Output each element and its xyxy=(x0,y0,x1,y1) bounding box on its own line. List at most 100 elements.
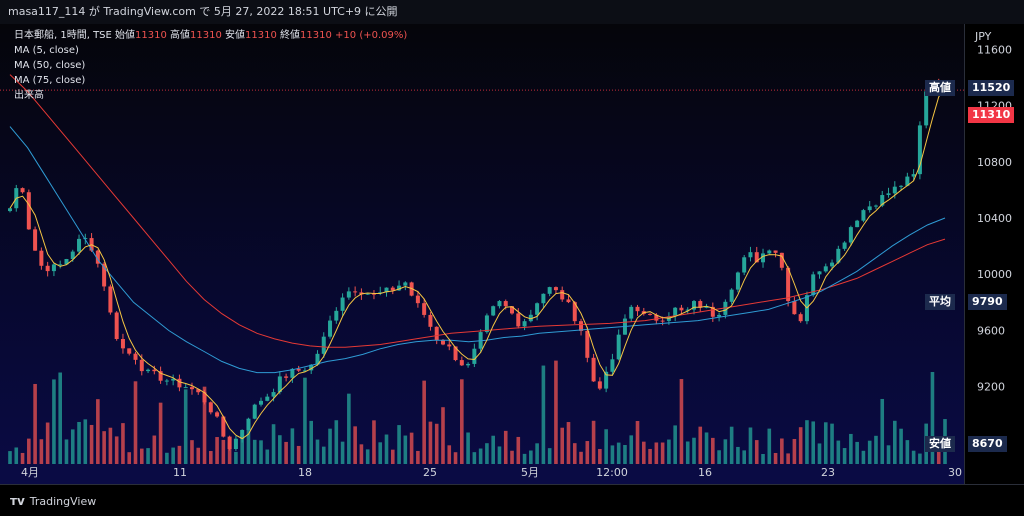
volume-bar xyxy=(234,451,238,464)
volume-bar xyxy=(648,448,652,464)
candle-body xyxy=(189,387,194,390)
candle-body xyxy=(867,206,872,211)
legend-close-label: 終値 xyxy=(280,30,301,41)
volume-bar xyxy=(572,443,577,464)
volume-bar xyxy=(365,449,370,464)
candle-body xyxy=(729,289,734,302)
legend-symbol: 日本郵船, 1時間, TSE 始値 xyxy=(14,30,136,41)
volume-bar xyxy=(535,443,539,464)
legend-close: 11310 xyxy=(300,30,332,41)
volume-bar xyxy=(416,450,420,464)
volume-bar xyxy=(45,422,50,464)
volume-bar xyxy=(478,448,483,464)
ma5-line xyxy=(9,87,946,440)
candle-body xyxy=(365,293,370,295)
volume-bar xyxy=(717,450,721,464)
volume-bar xyxy=(786,453,790,464)
volume-bar xyxy=(347,393,351,464)
candle-body xyxy=(39,250,44,266)
candle-body xyxy=(346,291,351,298)
volume-bar xyxy=(77,421,81,464)
volume-bar xyxy=(158,402,163,464)
candle-body xyxy=(685,309,690,311)
volume-bar xyxy=(89,424,94,464)
candle-body xyxy=(917,125,922,175)
volume-bar xyxy=(616,442,621,464)
candle-body xyxy=(8,208,12,212)
legend-ma5[interactable]: MA (5, close) xyxy=(14,45,79,56)
candle-body xyxy=(817,271,822,275)
volume-bar xyxy=(70,429,75,464)
candle-body xyxy=(114,312,119,339)
candle-body xyxy=(177,378,182,388)
candle-body xyxy=(779,252,784,268)
candle-body xyxy=(158,371,163,381)
volume-bar xyxy=(321,446,326,464)
chart-pane[interactable]: 4月 11 18 25 5月 12:00 16 23 30 xyxy=(0,24,964,484)
candle-body xyxy=(309,364,314,371)
volume-bar xyxy=(673,425,677,464)
volume-bar xyxy=(33,383,37,464)
volume-bar xyxy=(874,435,878,464)
price-chart[interactable]: 4月 11 18 25 5月 12:00 16 23 30 xyxy=(0,24,964,484)
volume-bar xyxy=(767,428,772,464)
candle-body xyxy=(742,257,747,273)
candle-body xyxy=(798,314,803,322)
candle-body xyxy=(95,250,100,264)
candle-body xyxy=(83,238,88,240)
candle-body xyxy=(246,418,251,430)
legend-high-label: 高値 xyxy=(170,30,191,41)
volume-bar xyxy=(315,439,320,464)
volume-bar xyxy=(460,379,464,464)
volume-bar xyxy=(886,445,891,464)
legend-ma75[interactable]: MA (75, close) xyxy=(14,75,86,86)
volume-bar xyxy=(930,372,935,464)
candle-body xyxy=(284,376,289,378)
candle-body xyxy=(252,404,257,419)
candle-body xyxy=(748,252,753,258)
volume-bar xyxy=(96,399,100,464)
candle-body xyxy=(64,259,69,265)
volume-bar xyxy=(114,436,119,464)
candle-body xyxy=(233,438,238,450)
candle-body xyxy=(660,320,665,322)
x-tick-label-3: 25 xyxy=(423,466,437,479)
candle-body xyxy=(196,389,201,393)
x-tick-label-1: 11 xyxy=(173,466,187,479)
volume-bar xyxy=(711,437,715,464)
candle-body xyxy=(390,287,395,291)
candle-body xyxy=(886,193,891,196)
candle-body xyxy=(616,334,621,360)
candle-body xyxy=(899,185,904,187)
volume-bar xyxy=(579,451,583,464)
price-axis[interactable]: JPY 116001120010800104001000096009200880… xyxy=(964,24,1024,484)
candle-body xyxy=(761,253,766,263)
tradingview-logo[interactable]: ᴛᴠ TradingView xyxy=(10,494,96,508)
candle-body xyxy=(842,242,847,249)
volume-bar xyxy=(422,380,426,464)
volume-bar xyxy=(246,422,251,464)
avg-tag-label: 平均 xyxy=(925,294,955,310)
legend-ma50[interactable]: MA (50, close) xyxy=(14,60,86,71)
volume-bar xyxy=(742,450,746,464)
low-tag-value: 8670 xyxy=(968,436,1007,452)
volume-bar xyxy=(598,448,602,464)
volume-bar xyxy=(780,438,784,464)
volume-bar xyxy=(8,451,12,464)
x-tick-label-7: 23 xyxy=(821,466,835,479)
x-tick-label-4: 5月 xyxy=(521,466,539,479)
volume-bar xyxy=(83,419,88,464)
volume-bar xyxy=(334,420,339,464)
volume-bar xyxy=(911,450,916,464)
candle-body xyxy=(836,248,841,263)
volume-bar xyxy=(817,443,822,464)
legend-volume[interactable]: 出来高 xyxy=(14,90,44,101)
volume-bar xyxy=(623,445,627,464)
volume-bar xyxy=(560,427,565,464)
legend-open: 11310 xyxy=(135,30,167,41)
volume-bar xyxy=(133,381,138,464)
ma50-line xyxy=(9,126,946,374)
candle-body xyxy=(654,314,659,321)
volume-bar xyxy=(102,431,106,464)
volume-bar xyxy=(177,445,182,464)
